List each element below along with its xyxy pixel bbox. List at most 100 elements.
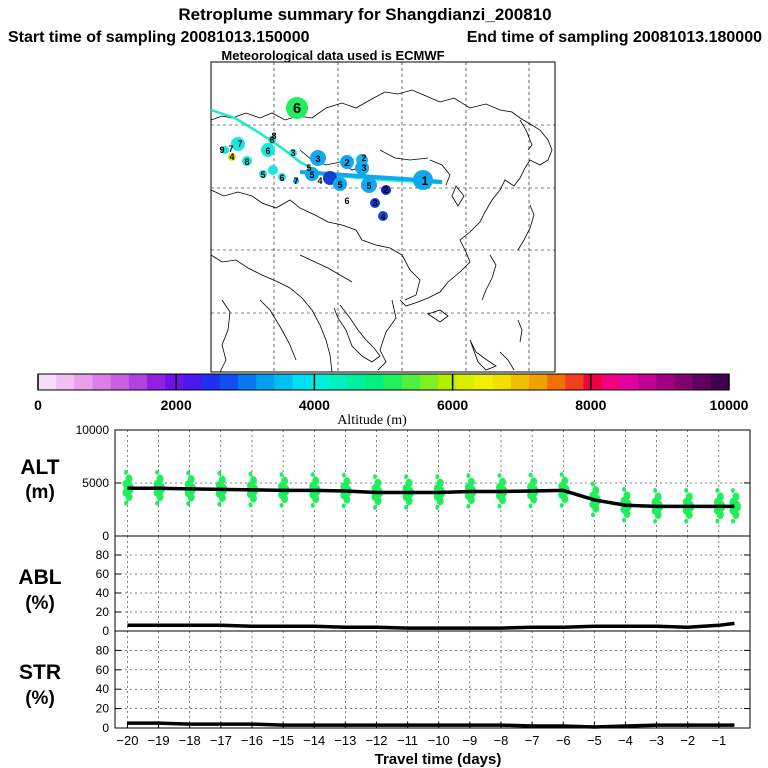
altitude-particle <box>732 492 740 501</box>
altitude-particle <box>466 473 471 478</box>
altitude-particle <box>684 488 689 493</box>
altitude-particle <box>405 478 413 488</box>
altitude-particle <box>435 504 440 510</box>
x-tick-label: −19 <box>148 733 170 748</box>
map-label: 6 <box>279 173 284 183</box>
x-tick-label: −1 <box>711 733 726 748</box>
panel-unit-label: (%) <box>25 688 55 709</box>
altitude-particle <box>730 518 735 524</box>
panel-alt: 10000 5000 0 ALT (m) <box>20 423 751 543</box>
altitude-particle <box>497 473 502 478</box>
map-label: 4 <box>229 152 234 162</box>
colorbar-swatch <box>565 374 585 390</box>
altitude-particle <box>279 502 284 508</box>
x-tick-label: −9 <box>462 733 477 748</box>
cluster-day-8a <box>242 156 252 166</box>
altitude-particle <box>155 470 160 475</box>
altitude-particle <box>123 470 128 475</box>
altitude-particle <box>436 478 444 488</box>
altitude-particle <box>217 501 222 507</box>
panel-abl: 80 60 40 20 0 ABL (%) <box>18 535 751 638</box>
x-tick-label: −17 <box>210 733 232 748</box>
altitude-particle <box>341 503 346 509</box>
altitude-colorbar <box>37 373 730 391</box>
map-label: 5 <box>366 181 371 191</box>
map-panel: 6 1 2 3 2 3 4 5 5 5 6 7 8 9 4 5 6 3 6 7 … <box>210 61 556 373</box>
map-label: 7 <box>237 139 242 149</box>
map-graticule <box>211 62 555 372</box>
colorbar-swatch <box>128 374 148 390</box>
cluster-day-5d <box>268 136 276 144</box>
altitude-particle <box>312 476 320 486</box>
x-tick-label: −5 <box>587 733 602 748</box>
y-tick-label: 0 <box>102 529 109 543</box>
start-time-label: Start time of sampling 20081013.150000 <box>8 29 310 46</box>
x-tick-label: −14 <box>303 733 325 748</box>
altitude-particle <box>730 488 735 493</box>
altitude-particle <box>685 492 693 501</box>
x-tick-label: −2 <box>680 733 695 748</box>
cluster-day-5b <box>333 177 347 191</box>
colorbar-swatch <box>110 374 130 390</box>
altitude-particle <box>684 518 689 524</box>
x-axis: −20 −19 −18 −17 −16 −15 −14 −13 −12 −11 −10 −9 −8 −7 −… <box>116 722 726 748</box>
x-tick-label: −7 <box>525 733 540 748</box>
end-time-label: End time of sampling 20081013.180000 <box>467 29 762 46</box>
map-label: 7 <box>228 144 233 154</box>
altitude-particle <box>404 504 409 510</box>
cluster-day-5c <box>361 177 377 193</box>
altitude-particle <box>528 472 533 478</box>
colorbar-tick-label: 0 <box>34 397 42 413</box>
cluster-day-7a <box>231 137 245 151</box>
x-tick-label: −16 <box>241 733 263 748</box>
panel-frame <box>114 535 751 632</box>
altitude-particle <box>561 476 569 486</box>
colorbar-swatch <box>638 374 657 390</box>
colorbar-swatch <box>219 374 239 390</box>
altitude-particle <box>156 474 164 483</box>
x-tick-label: −11 <box>397 733 418 748</box>
altitude-particle <box>155 500 160 506</box>
map-label: 3 <box>361 163 366 173</box>
y-tick-label: 80 <box>96 643 110 657</box>
colorbar-swatch <box>528 374 548 390</box>
altitude-particle <box>187 475 195 484</box>
colorbar-swatch <box>38 374 57 390</box>
panel-label: ALT <box>20 456 59 479</box>
map-label: 9 <box>219 145 224 155</box>
altitude-particle <box>590 512 595 518</box>
map-label: 7 <box>293 176 298 186</box>
y-tick-label: 20 <box>96 702 110 716</box>
altitude-particle <box>559 472 564 477</box>
map-label: 6 <box>269 135 274 145</box>
colorbar-swatch <box>710 374 730 390</box>
altitude-scatter <box>122 470 741 524</box>
x-tick-label: −20 <box>116 733 138 748</box>
y-tick-label: 80 <box>96 548 110 562</box>
cluster-day-3c <box>370 198 380 208</box>
colorbar-swatch <box>419 374 439 390</box>
y-tick-label: 0 <box>102 624 109 638</box>
colorbar-swatch <box>347 374 366 390</box>
panel-frame <box>114 630 751 729</box>
colorbar-swatch <box>310 374 330 390</box>
panel-str: 80 60 40 20 0 STR (%) <box>19 630 751 735</box>
y-tick-label: 5000 <box>82 476 109 490</box>
colorbar-swatch <box>238 374 257 390</box>
colorbar-swatch <box>656 374 675 390</box>
altitude-particle <box>653 518 658 524</box>
altitude-particle <box>404 474 409 480</box>
str-fraction-line <box>127 721 735 729</box>
map-label: 3 <box>315 154 320 164</box>
x-tick-label: −18 <box>179 733 201 748</box>
altitude-particle <box>249 476 257 485</box>
map-label: 5 <box>306 163 311 173</box>
map-label: 5 <box>260 170 265 180</box>
map-label: 5 <box>309 170 314 180</box>
x-tick-label: −10 <box>428 733 450 748</box>
altitude-particle <box>715 488 720 493</box>
map-label: 3 <box>372 198 377 208</box>
cluster-day-2a <box>340 155 354 169</box>
colorbar-swatch <box>165 374 184 390</box>
y-tick-label: 40 <box>96 682 110 696</box>
